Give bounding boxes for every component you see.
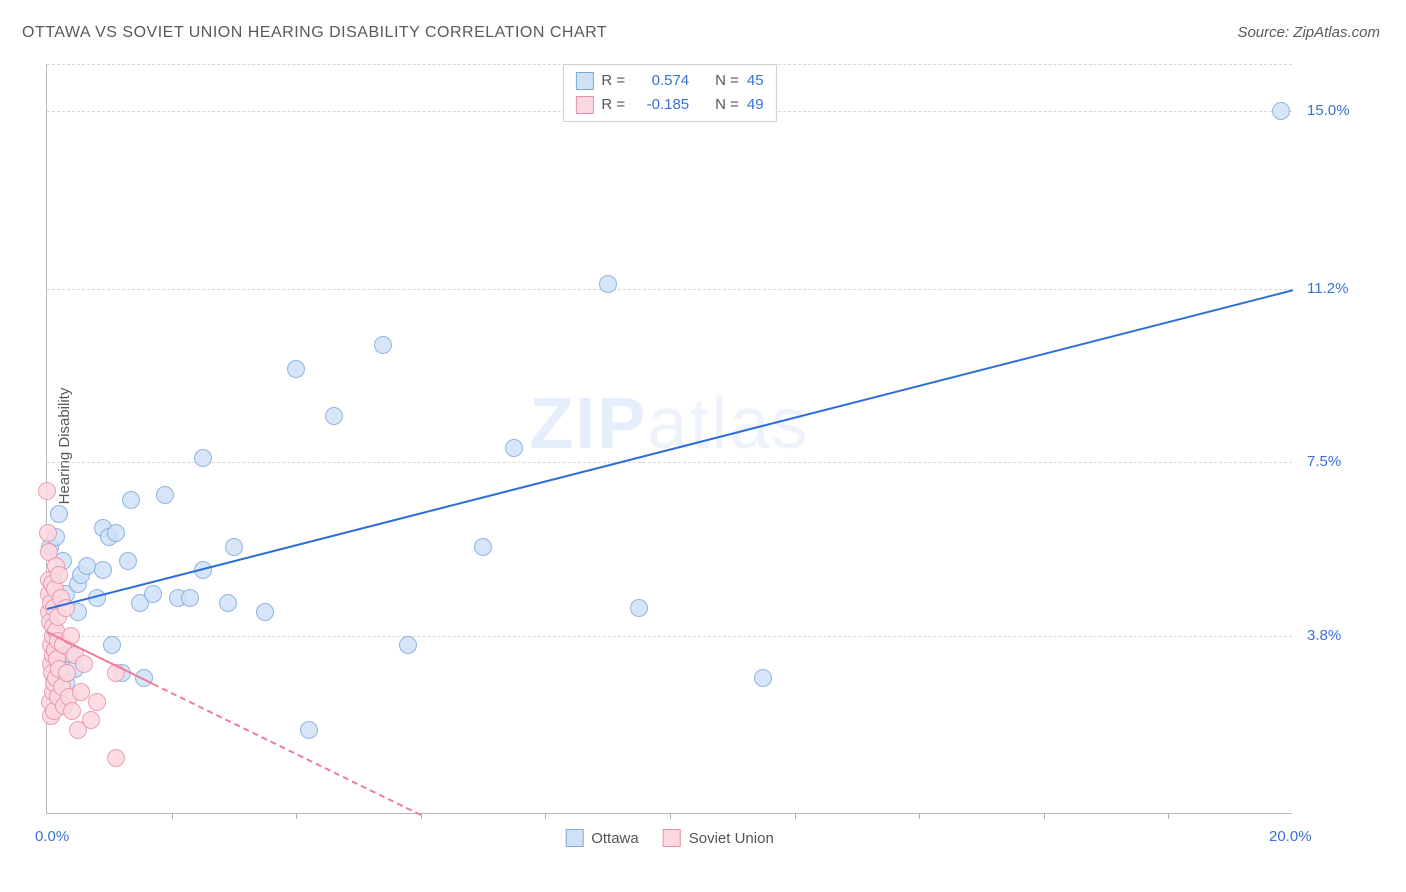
data-point <box>505 439 523 457</box>
legend-r-label: R = <box>601 69 625 93</box>
legend-label: Ottawa <box>591 830 639 847</box>
x-tick <box>795 813 796 819</box>
data-point <box>119 552 137 570</box>
data-point <box>225 538 243 556</box>
data-point <box>50 566 68 584</box>
x-tick <box>670 813 671 819</box>
legend-n-value: 45 <box>747 69 764 93</box>
legend-item: Ottawa <box>565 829 639 847</box>
legend-swatch <box>575 96 593 114</box>
data-point <box>256 603 274 621</box>
trend-line <box>47 289 1293 610</box>
legend-swatch <box>575 72 593 90</box>
data-point <box>399 636 417 654</box>
data-point <box>181 589 199 607</box>
correlation-legend: R = 0.574 N = 45 R = -0.185 N = 49 <box>562 64 776 122</box>
data-point <box>287 360 305 378</box>
gridline <box>47 636 1292 637</box>
data-point <box>63 702 81 720</box>
trend-line <box>152 683 421 816</box>
data-point <box>50 505 68 523</box>
data-point <box>194 449 212 467</box>
data-point <box>599 275 617 293</box>
legend-r-value: 0.574 <box>633 69 689 93</box>
x-max-label: 20.0% <box>1269 828 1312 845</box>
legend-n-label: N = <box>715 69 739 93</box>
data-point <box>144 585 162 603</box>
data-point <box>1272 102 1290 120</box>
data-point <box>103 636 121 654</box>
data-point <box>630 599 648 617</box>
legend-label: Soviet Union <box>689 830 774 847</box>
gridline <box>47 462 1292 463</box>
data-point <box>58 664 76 682</box>
data-point <box>75 655 93 673</box>
data-point <box>754 669 772 687</box>
legend-item: Soviet Union <box>663 829 774 847</box>
data-point <box>156 486 174 504</box>
data-point <box>107 749 125 767</box>
data-point <box>107 524 125 542</box>
data-point <box>88 693 106 711</box>
chart-title: OTTAWA VS SOVIET UNION HEARING DISABILIT… <box>22 24 607 42</box>
data-point <box>474 538 492 556</box>
data-point <box>374 336 392 354</box>
x-tick <box>172 813 173 819</box>
y-tick-label: 15.0% <box>1307 102 1350 119</box>
chart-source: Source: ZipAtlas.com <box>1237 24 1380 41</box>
legend-row: R = 0.574 N = 45 <box>575 69 763 93</box>
data-point <box>219 594 237 612</box>
x-tick <box>919 813 920 819</box>
gridline <box>47 289 1292 290</box>
legend-r-value: -0.185 <box>633 93 689 117</box>
legend-n-value: 49 <box>747 93 764 117</box>
legend-n-label: N = <box>715 93 739 117</box>
x-tick <box>296 813 297 819</box>
x-tick <box>545 813 546 819</box>
data-point <box>82 711 100 729</box>
data-point <box>94 561 112 579</box>
legend-row: R = -0.185 N = 49 <box>575 93 763 117</box>
data-point <box>39 524 57 542</box>
y-tick-label: 11.2% <box>1307 280 1348 297</box>
x-min-label: 0.0% <box>35 828 69 845</box>
x-tick <box>1168 813 1169 819</box>
data-point <box>325 407 343 425</box>
y-tick-label: 7.5% <box>1307 453 1341 470</box>
legend-swatch <box>565 829 583 847</box>
y-tick-label: 3.8% <box>1307 627 1341 644</box>
series-legend: Ottawa Soviet Union <box>565 829 774 847</box>
legend-swatch <box>663 829 681 847</box>
data-point <box>122 491 140 509</box>
x-tick <box>1044 813 1045 819</box>
scatter-plot: ZIPatlas 3.8%7.5%11.2%15.0%0.0%20.0%R =0… <box>46 64 1292 814</box>
data-point <box>300 721 318 739</box>
data-point <box>38 482 56 500</box>
legend-r-label: R = <box>601 93 625 117</box>
